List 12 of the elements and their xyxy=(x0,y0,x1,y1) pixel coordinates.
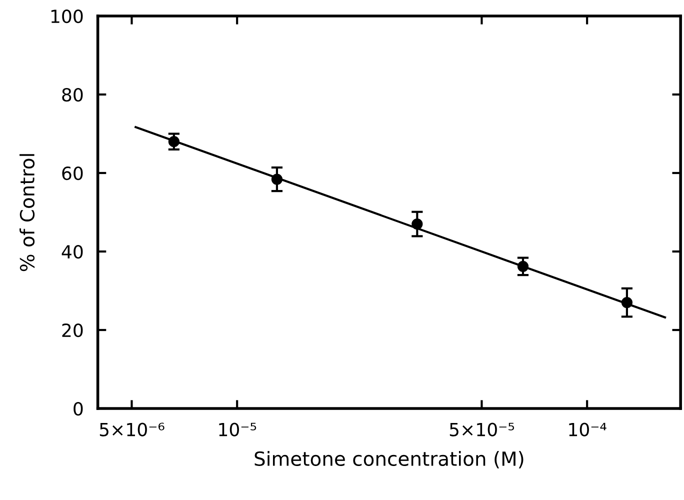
y-tick-label: 100 xyxy=(51,9,83,24)
x-tick-label: 5×10⁻⁶ xyxy=(100,422,164,436)
y-axis-title: % of Control xyxy=(20,154,35,272)
x-tick-label: 10⁻⁵ xyxy=(219,422,256,436)
y-tick-label: 20 xyxy=(62,323,83,338)
y-tick-label: 80 xyxy=(62,88,83,102)
y-tick-label: 40 xyxy=(62,244,83,259)
y-tick-label: 60 xyxy=(62,166,83,180)
x-axis-title: Simetone concentration (M) xyxy=(254,450,524,468)
x-tick-label: 5×10⁻⁵ xyxy=(450,422,514,436)
y-tick-label: 0 xyxy=(74,402,83,416)
x-tick-label: 10⁻⁴ xyxy=(569,422,606,436)
